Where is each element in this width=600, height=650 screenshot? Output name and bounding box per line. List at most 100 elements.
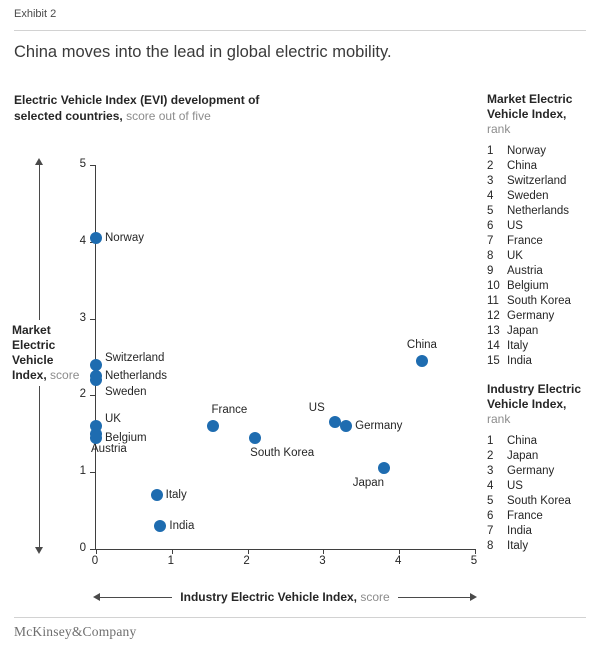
data-point-label-us: US: [308, 402, 325, 415]
rank-item-south-korea: 11 South Korea: [487, 294, 599, 309]
rank-number: 6: [487, 220, 494, 232]
rank-number: 8: [487, 250, 494, 262]
data-point-label-japan: Japan: [352, 477, 385, 490]
arrow-down-icon: [35, 547, 43, 554]
data-point-label-belgium: Belgium: [105, 431, 147, 444]
rank-number: 11: [487, 295, 499, 307]
rank-number: 8: [487, 540, 494, 552]
rank-country: Austria: [507, 265, 543, 277]
data-point-south-korea: [249, 431, 262, 444]
data-point-label-uk: UK: [105, 413, 121, 426]
rank-item-china: 1 China: [487, 434, 599, 449]
rank-number: 2: [487, 160, 494, 172]
rank-item-india: 7 India: [487, 524, 599, 539]
rank-number: 5: [487, 495, 494, 507]
x-tick-mark: [323, 549, 325, 554]
rank-item-us: 4 US: [487, 479, 599, 494]
rank-item-germany: 12 Germany: [487, 309, 599, 324]
rank-number: 12: [487, 310, 500, 322]
rank-number: 1: [487, 145, 494, 157]
rank-number: 10: [487, 280, 500, 292]
rank-country: France: [507, 235, 543, 247]
rank-country: South Korea: [507, 295, 571, 307]
footer-divider: [14, 617, 586, 618]
data-point-label-italy: Italy: [165, 489, 187, 502]
arrow-right-icon: [470, 593, 477, 601]
x-axis-label-note: score: [360, 590, 390, 604]
rank-item-france: 6 France: [487, 509, 599, 524]
rank-country: UK: [507, 250, 523, 262]
rank-country: France: [507, 510, 543, 522]
data-point-india: [154, 519, 167, 532]
data-point-china: [415, 354, 428, 367]
x-tick-mark: [96, 549, 97, 554]
rank-item-italy: 14 Italy: [487, 339, 599, 354]
data-point-label-india: India: [169, 519, 195, 532]
y-tick-label: 0: [79, 542, 86, 554]
x-tick-label: 5: [470, 555, 478, 567]
rank-country: South Korea: [507, 495, 571, 507]
industry-rank-list: 1 China 2 Japan 3 Germany 4 US 5 South Korea 6 Fran…: [487, 434, 599, 554]
exhibit-label: Exhibit 2: [14, 8, 57, 20]
top-divider: [14, 30, 586, 31]
rank-number: 14: [487, 340, 500, 352]
y-tick-label: 2: [79, 388, 86, 401]
x-tick-label: 1: [167, 555, 174, 567]
data-point-us: [328, 416, 341, 429]
rank-item-italy: 8 Italy: [487, 539, 599, 554]
rank-item-china: 2 China: [487, 159, 599, 174]
rank-item-netherlands: 5 Netherlands: [487, 204, 599, 219]
rank-item-japan: 13 Japan: [487, 324, 599, 339]
y-tick-label: 4: [79, 234, 86, 247]
data-point-sweden: [90, 374, 102, 387]
y-tick-mark: [90, 472, 96, 474]
chart-subtitle-main: Electric Vehicle Index (EVI) development…: [14, 93, 260, 123]
rank-country: Italy: [507, 540, 529, 552]
market-rank-list: 1 Norway 2 China 3 Switzerland 4 Sweden 5 Netherl…: [487, 144, 599, 369]
data-point-label-france: France: [211, 404, 248, 417]
arrow-up-icon: [35, 158, 43, 165]
arrow-left-icon: [93, 593, 100, 601]
data-point-label-switzerland: Switzerland: [105, 351, 165, 364]
market-rank-title: Market Electric Vehicle Index,: [487, 92, 573, 121]
y-tick-mark: [90, 549, 96, 550]
y-tick-mark: [90, 318, 96, 320]
x-tick-label: 2: [243, 555, 250, 567]
rank-number: 3: [487, 465, 494, 477]
rank-item-uk: 8 UK: [487, 249, 599, 264]
data-point-label-netherlands: Netherlands: [105, 370, 168, 383]
rank-item-india: 15 India: [487, 354, 599, 369]
x-axis-label: Industry Electric Vehicle Index, score: [95, 589, 475, 605]
rank-item-germany: 3 Germany: [487, 464, 599, 479]
rank-country: Japan: [507, 325, 539, 337]
chart-subtitle: Electric Vehicle Index (EVI) development…: [14, 92, 286, 124]
rank-item-switzerland: 3 Switzerland: [487, 174, 599, 189]
x-tick-label: 0: [91, 555, 99, 567]
data-point-label-germany: Germany: [355, 420, 403, 433]
industry-rank-subtitle: rank: [487, 412, 511, 426]
rank-country: Japan: [507, 450, 539, 462]
rank-country: Germany: [507, 465, 555, 477]
rank-number: 7: [487, 525, 494, 537]
data-point-label-norway: Norway: [105, 231, 144, 244]
rank-number: 7: [487, 235, 494, 247]
x-tick-mark: [475, 549, 476, 554]
rank-country: US: [507, 220, 523, 232]
footer-logo: McKinsey&Company: [14, 624, 137, 639]
rank-item-sweden: 4 Sweden: [487, 189, 599, 204]
y-axis-label: Market Electric Vehicle Index, score: [12, 320, 80, 386]
rank-number: 5: [487, 205, 494, 217]
data-point-france: [207, 420, 220, 433]
rank-country: India: [507, 525, 532, 537]
rank-number: 15: [487, 355, 500, 367]
rank-item-belgium: 10 Belgium: [487, 279, 599, 294]
y-axis-label-main: Market Electric Vehicle Index,: [12, 323, 56, 382]
rank-item-france: 7 France: [487, 234, 599, 249]
rank-country: US: [507, 480, 523, 492]
rank-item-norway: 1 Norway: [487, 144, 599, 159]
industry-rank-title: Industry Electric Vehicle Index,: [487, 382, 582, 411]
page-title: China moves into the lead in global elec…: [14, 43, 392, 61]
rank-number: 3: [487, 175, 494, 187]
data-point-label-sweden: Sweden: [105, 386, 147, 399]
